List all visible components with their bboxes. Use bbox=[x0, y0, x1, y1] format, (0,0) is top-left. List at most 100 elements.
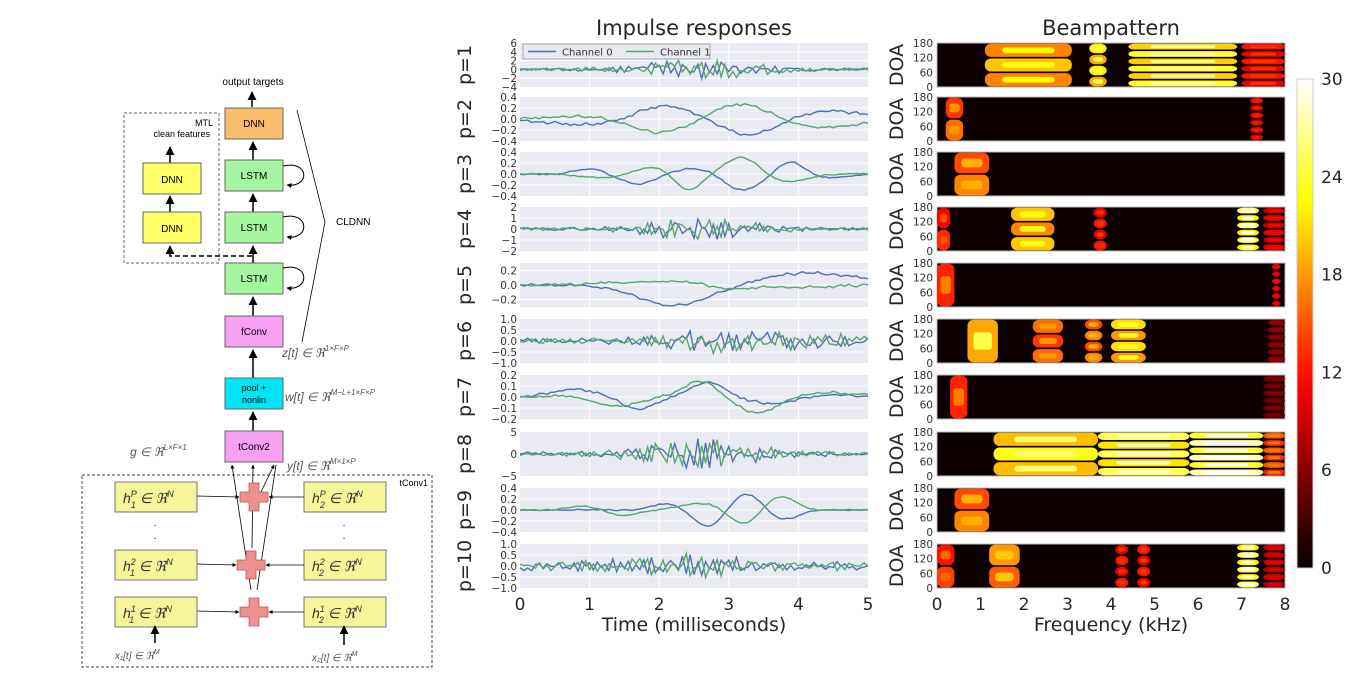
heatmap-cell-core bbox=[1204, 456, 1249, 460]
heatmap-cell-core bbox=[940, 276, 951, 294]
heatmap-cell-core bbox=[1250, 45, 1277, 49]
heatmap-cell-core bbox=[1241, 553, 1255, 557]
heatmap-cell-core bbox=[1116, 469, 1172, 474]
heatmap-cell-core bbox=[1271, 350, 1282, 354]
heatmap-cell-core bbox=[1267, 406, 1281, 410]
series-line-channel-1 bbox=[519, 57, 869, 80]
lstm-recurrent-loop-2 bbox=[282, 215, 305, 241]
heatmap-cell-core bbox=[1096, 210, 1105, 215]
impulse-panel-10: 1.00.50.0−0.5−1.0 p=10 bbox=[454, 539, 869, 595]
heatmap-cell-core bbox=[1267, 560, 1281, 564]
y-tick-label: 0 bbox=[926, 302, 933, 314]
heatmap-cell-core bbox=[1204, 470, 1249, 474]
heatmap-cell-core bbox=[1250, 59, 1277, 63]
y-tick-label: 120 bbox=[913, 107, 933, 119]
heatmap-cell-core bbox=[1267, 231, 1281, 235]
heatmap-cell-core bbox=[1241, 223, 1255, 227]
y-tick-label: 0.4 bbox=[500, 147, 517, 159]
pool-label-line1: pool + bbox=[242, 383, 267, 393]
heatmap-cell-core bbox=[1267, 413, 1281, 417]
filter-equation-right-1: hP 2 ∈ ℜN bbox=[312, 489, 363, 510]
y-tick-label: −2 bbox=[502, 73, 517, 85]
heatmap-cell-core bbox=[1267, 399, 1281, 403]
mtl-dashed-connector bbox=[165, 245, 252, 257]
heatmap-cell-core bbox=[1092, 68, 1104, 73]
y-tick-label: 0.0 bbox=[500, 169, 517, 181]
y-tick-label: 120 bbox=[913, 217, 933, 229]
y-tick-label: −2 bbox=[502, 246, 517, 258]
y-tick-label: −0.4 bbox=[492, 527, 518, 539]
heatmap-cell-core bbox=[1273, 265, 1279, 269]
lstm-block-1 bbox=[224, 159, 284, 192]
impulse-panel-6: 1.00.50.0−0.5−1.0 p=6 bbox=[454, 314, 869, 370]
y-tick-label: −1 bbox=[502, 235, 517, 247]
beampattern-panel-label: DOA bbox=[886, 376, 908, 418]
mtl-dashed-box bbox=[123, 112, 220, 264]
heatmap-cell-core bbox=[995, 550, 1014, 560]
heatmap-background bbox=[936, 206, 1286, 252]
heatmap-cell-core bbox=[1014, 465, 1078, 472]
heatmap-cell-core bbox=[1241, 216, 1255, 220]
w-equation: w[t] ∈ ℜM−L+1×F×P bbox=[285, 388, 376, 404]
heatmap-cell-core bbox=[1250, 81, 1277, 85]
heatmap-cell-core bbox=[1088, 322, 1099, 327]
heatmap-cell-core bbox=[1271, 357, 1282, 361]
heatmap-cell-core bbox=[1250, 67, 1277, 71]
y-tick-label: 120 bbox=[913, 162, 933, 174]
heatmap-cell-core bbox=[961, 158, 983, 168]
legend-box bbox=[522, 43, 711, 60]
heatmap-cell-core bbox=[1267, 223, 1281, 227]
heatmap-cell-core bbox=[1117, 333, 1139, 338]
heatmap-cell-core bbox=[1096, 232, 1105, 237]
y-tick-label: 5 bbox=[510, 427, 517, 439]
heatmap-cell-core bbox=[1241, 546, 1255, 550]
heatmap-cell-core bbox=[1014, 451, 1078, 457]
y-tick-label: 180 bbox=[913, 370, 933, 382]
heatmap-cell-core bbox=[1088, 355, 1099, 360]
heatmap-cell-core bbox=[940, 572, 951, 582]
x-tick-label: 7 bbox=[1236, 595, 1247, 615]
series-line-channel-0 bbox=[519, 59, 869, 82]
filter-block-left-1 bbox=[114, 481, 198, 513]
impulse-title: Impulse responses bbox=[596, 16, 792, 40]
heatmap-cell-core bbox=[1241, 231, 1255, 235]
heatmap-cell-core bbox=[961, 516, 983, 526]
series-line-channel-0 bbox=[519, 493, 869, 527]
y-tick-label: 180 bbox=[913, 483, 933, 495]
y-tick-label: 0 bbox=[926, 583, 933, 595]
y-tick-label: 180 bbox=[913, 38, 933, 50]
series-line-channel-1 bbox=[519, 329, 869, 356]
y-tick-label: 2 bbox=[510, 202, 517, 214]
impulse-panel-label: p=5 bbox=[454, 265, 476, 305]
y-tick-label: 180 bbox=[913, 258, 933, 270]
beampattern-panel-2: 180 120 60 0 DOA bbox=[886, 92, 1286, 148]
filter-equation-left-1: hP 1 ∈ ℜN bbox=[123, 489, 174, 510]
beampattern-panel-label: DOA bbox=[886, 320, 908, 362]
impulse-responses-chart: 6420−2−4p=10.40.20.0−0.2−0.4p=20.40.20.0… bbox=[454, 38, 873, 615]
x2-equation: x₂[t] ∈ ℜM bbox=[311, 651, 358, 664]
heatmap-cell-core bbox=[1273, 287, 1279, 291]
series-line-channel-1 bbox=[519, 495, 869, 524]
heatmap-cell-core bbox=[939, 235, 948, 245]
series-line-channel-1 bbox=[519, 103, 869, 135]
series-line-channel-0 bbox=[519, 161, 869, 192]
heatmap-cell-core bbox=[1241, 560, 1255, 564]
beampattern-panel-label: DOA bbox=[886, 98, 908, 140]
y-tick-label: 120 bbox=[913, 385, 933, 397]
x-tick-label: 6 bbox=[1193, 595, 1204, 615]
heatmap-cell-core bbox=[1267, 209, 1281, 213]
y-tick-label: −5 bbox=[502, 471, 517, 483]
beampattern-panel-6: 180 120 60 0 DOA bbox=[886, 314, 1286, 370]
y-tick-label: 60 bbox=[920, 121, 933, 133]
heatmap-cell-core bbox=[1088, 333, 1099, 338]
beampattern-panel-10: 180 120 60 0 DOA bbox=[886, 539, 1286, 595]
impulse-panel-label: p=10 bbox=[454, 540, 476, 592]
x-tick-label: 2 bbox=[654, 595, 665, 615]
y-tick-label: −0.2 bbox=[492, 180, 518, 192]
colorbar-tick-label: 0 bbox=[1321, 559, 1332, 579]
impulse-panel-label: p=9 bbox=[454, 490, 476, 530]
dots-right-1: · bbox=[342, 520, 345, 531]
heatmap-cell-core bbox=[973, 332, 992, 350]
tconv2-block bbox=[224, 430, 284, 463]
y-tick-label: 60 bbox=[920, 231, 933, 243]
